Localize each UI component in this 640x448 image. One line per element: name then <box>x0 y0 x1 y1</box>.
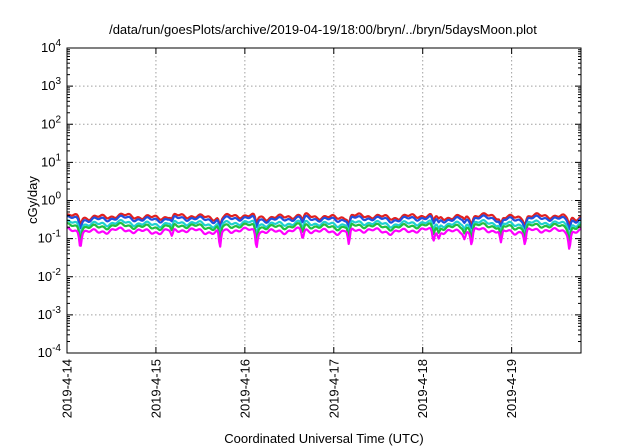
y-tick-label: 10-3 <box>38 305 62 322</box>
series-line-3 <box>66 219 582 238</box>
x-tick-label: 2019-4-18 <box>415 359 430 418</box>
x-tick-label: 2019-4-14 <box>60 359 75 418</box>
x-axis: 2019-4-14 2019-4-15 2019-4-16 2019-4-17 2019… <box>60 359 520 418</box>
y-axis-title: cGy/day <box>25 176 40 224</box>
y-tick-label: 100 <box>41 191 61 208</box>
y-tick-label: 104 <box>41 38 61 55</box>
y-tick-label: 10-4 <box>38 343 62 360</box>
y-tick-label: 102 <box>41 114 61 131</box>
y-tick-label: 103 <box>41 76 61 93</box>
x-tick-label: 2019-4-15 <box>148 359 163 418</box>
grid <box>67 48 581 353</box>
x-tick-label: 2019-4-17 <box>326 359 341 418</box>
y-tick-label: 10-1 <box>38 229 62 246</box>
series-line-5 <box>66 226 582 250</box>
series-line-2 <box>66 214 582 231</box>
axis-ticks <box>66 47 581 354</box>
y-tick-label: 101 <box>41 152 61 169</box>
x-tick-label: 2019-4-16 <box>237 359 252 418</box>
chart-title: /data/run/goesPlots/archive/2019-04-19/1… <box>109 22 537 37</box>
series-line-1 <box>66 212 582 227</box>
plot-area <box>66 212 582 250</box>
series-line-4 <box>66 221 582 243</box>
y-axis: 104 103 102 101 100 10-1 10-2 10-3 10-4 <box>38 38 62 360</box>
y-tick-label: 10-2 <box>38 267 62 284</box>
x-axis-title: Coordinated Universal Time (UTC) <box>224 431 423 446</box>
x-tick-label: 2019-4-19 <box>504 359 519 418</box>
